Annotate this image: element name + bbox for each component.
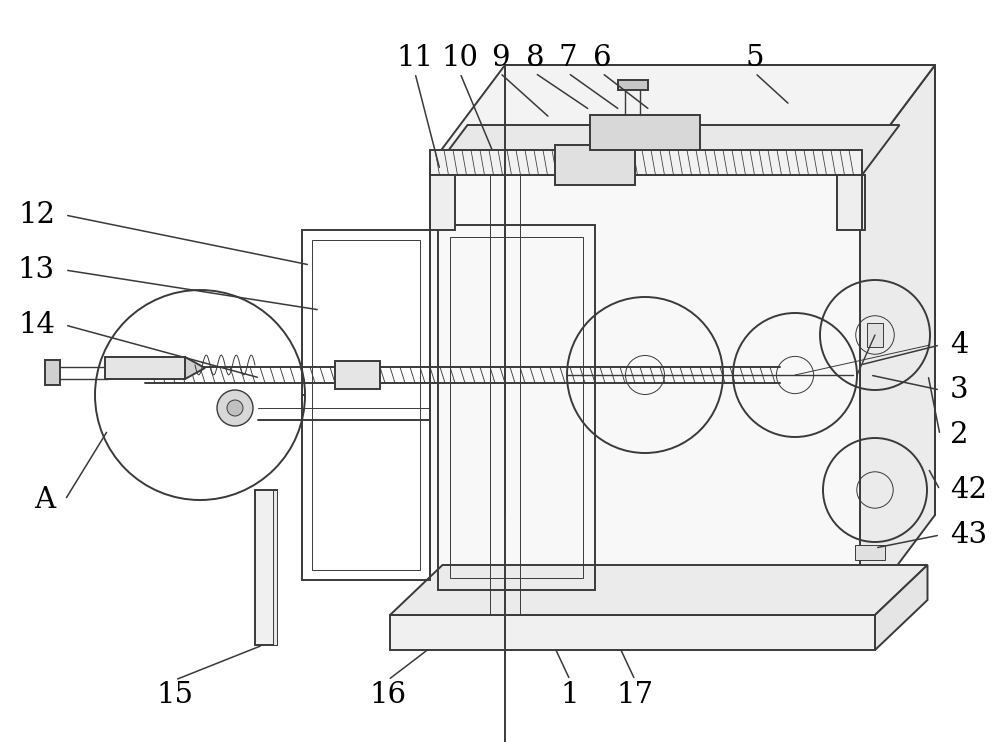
Text: 14: 14 xyxy=(18,311,55,339)
Bar xyxy=(618,80,648,90)
Text: 9: 9 xyxy=(491,44,509,72)
Polygon shape xyxy=(860,65,935,615)
Text: 4: 4 xyxy=(950,331,968,359)
Polygon shape xyxy=(390,615,875,650)
Text: 6: 6 xyxy=(593,44,611,72)
Text: 43: 43 xyxy=(950,521,987,549)
Text: 42: 42 xyxy=(950,476,987,504)
Bar xyxy=(105,357,185,379)
Text: 2: 2 xyxy=(950,421,968,449)
Bar xyxy=(430,175,455,230)
Bar xyxy=(312,240,420,570)
Text: 10: 10 xyxy=(442,44,479,72)
Bar xyxy=(302,230,430,580)
Bar xyxy=(255,490,277,645)
Text: 8: 8 xyxy=(526,44,544,72)
Text: 15: 15 xyxy=(157,681,194,709)
Bar xyxy=(867,323,883,347)
Text: 13: 13 xyxy=(18,256,55,284)
Polygon shape xyxy=(430,65,935,165)
Text: 12: 12 xyxy=(18,201,55,229)
Polygon shape xyxy=(390,565,928,615)
Bar xyxy=(855,545,885,560)
Polygon shape xyxy=(430,125,900,175)
Bar xyxy=(490,175,520,615)
Polygon shape xyxy=(875,565,928,650)
Bar xyxy=(837,175,865,230)
Bar xyxy=(450,237,583,578)
Text: 7: 7 xyxy=(559,44,577,72)
Bar xyxy=(438,225,595,590)
Text: 16: 16 xyxy=(369,681,407,709)
Text: 17: 17 xyxy=(616,681,654,709)
Text: 5: 5 xyxy=(746,44,764,72)
Circle shape xyxy=(217,390,253,426)
Bar xyxy=(335,361,380,389)
Polygon shape xyxy=(185,357,205,379)
Bar xyxy=(430,150,862,175)
Bar xyxy=(590,115,700,150)
Polygon shape xyxy=(430,165,860,615)
Circle shape xyxy=(227,400,243,416)
Text: A: A xyxy=(34,486,55,514)
Bar xyxy=(273,490,277,645)
Bar xyxy=(555,145,635,185)
Bar xyxy=(45,360,60,385)
Text: 1: 1 xyxy=(561,681,579,709)
Text: 3: 3 xyxy=(950,376,969,404)
Text: 11: 11 xyxy=(397,44,434,72)
